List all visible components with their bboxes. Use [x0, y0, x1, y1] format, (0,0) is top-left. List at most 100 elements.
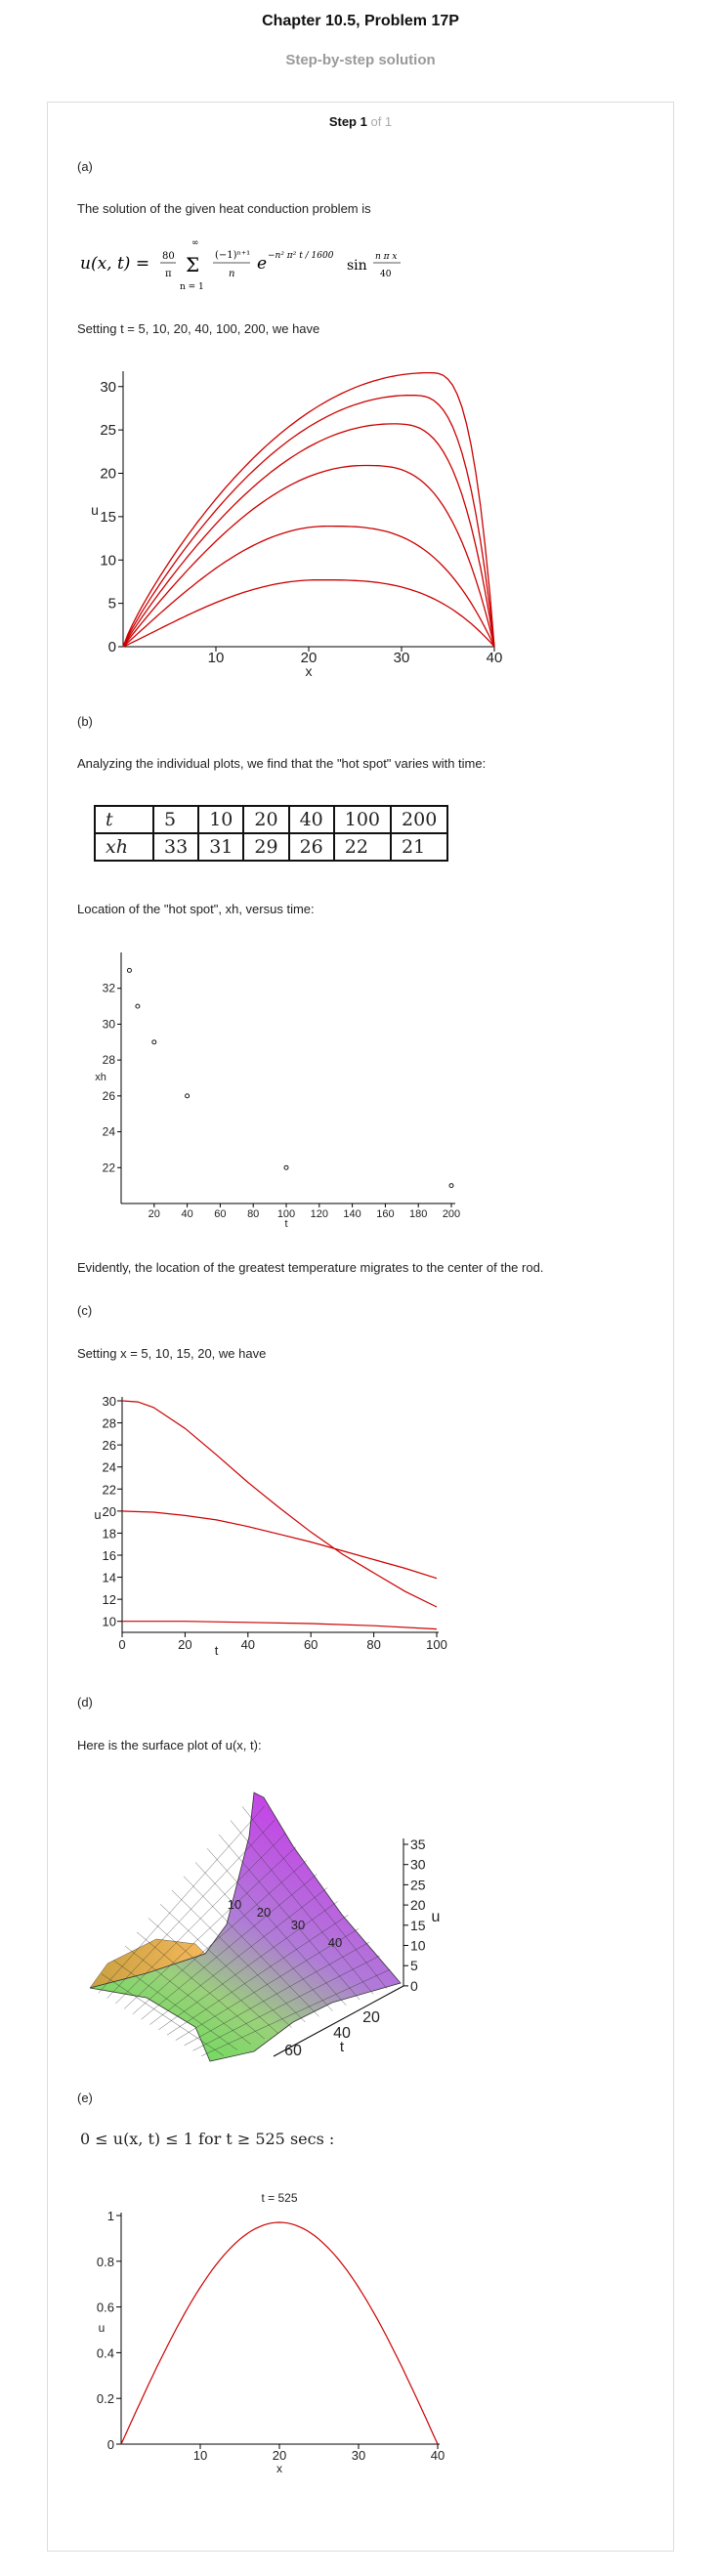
x-tick-label: 20	[273, 2448, 286, 2463]
x-axis-label: t	[215, 1643, 219, 1658]
table-cell: 26	[287, 832, 335, 862]
x-tick-label: 20	[148, 1208, 160, 1220]
z-axis-label: u	[432, 1909, 441, 1925]
y-tick-label: 1	[107, 2209, 114, 2223]
data-point	[185, 1093, 191, 1099]
y-axis-label: u	[94, 1507, 101, 1522]
table-row-t: t 5 10 20 40 100 200	[94, 805, 449, 834]
y-tick-label: 24	[103, 1125, 116, 1139]
chart-t-525: 10 20 30 40 0 0.2 0.4 0.6 0.8 1 x u t = 525	[97, 2191, 445, 2475]
part-c-label: (c)	[77, 1303, 93, 1318]
formula-sum-bottom: n = 1	[180, 282, 204, 292]
chart-xh-vs-t: 20 40 60 80 100 120 140 160 180 200 22 24 26 28 30 32 t x…	[95, 952, 460, 1230]
y-tick-label: 26	[103, 1089, 116, 1103]
x-tick-label: 30	[352, 2448, 365, 2463]
part-b-label: (b)	[77, 714, 93, 729]
mesh-line	[192, 1955, 380, 2051]
formula-sin-num: n π x	[375, 252, 398, 262]
x-tick-label: 140	[343, 1208, 360, 1220]
y-axis-label: xh	[95, 1072, 106, 1083]
y-tick-label: 18	[103, 1526, 116, 1541]
x-tick-label: 60	[214, 1208, 226, 1220]
part-b-location: Location of the "hot spot", xh, versus t…	[77, 902, 315, 916]
mesh-line	[158, 1901, 338, 2031]
z-tick-label: 25	[410, 1877, 426, 1892]
y-tick-label: 0.6	[97, 2301, 114, 2315]
y-tick-label: 22	[103, 1161, 116, 1174]
y-tick-label: 30	[103, 1017, 116, 1031]
table-cell: 200	[390, 805, 449, 834]
t-tick-label: 20	[362, 2009, 380, 2026]
formula-term-den: n	[229, 269, 234, 279]
data-point	[448, 1183, 454, 1189]
y-tick-label: 20	[103, 1504, 116, 1519]
surface-plot: 35 30 25 20 15 10 5 0 u 20 40 60 t 10 20 30 40	[89, 1792, 441, 2062]
y-tick-label: 0.2	[97, 2391, 114, 2406]
mesh-line	[175, 1928, 360, 2041]
mesh-line	[171, 1889, 306, 2023]
solution-formula: u(x, t) = 80 π ∞ Σ n = 1 (−1)ⁿ⁺¹ n e −n²…	[80, 238, 401, 292]
x-tick-label: 10	[228, 1897, 241, 1912]
t-tick-label: 40	[333, 2025, 351, 2042]
formula-coef-num: 80	[162, 251, 175, 262]
y-tick-label: 30	[103, 1394, 116, 1409]
table-cell: 22	[332, 832, 393, 862]
formula-coef-den: π	[165, 269, 172, 279]
table-header-xh: xh	[94, 832, 154, 862]
series-line-t200	[122, 579, 495, 648]
part-b-evidently: Evidently, the location of the greatest …	[77, 1260, 544, 1275]
x-tick-label: 160	[376, 1208, 394, 1220]
y-axis-label: u	[91, 502, 99, 518]
part-b-intro: Analyzing the individual plots, we find …	[77, 756, 487, 771]
formula-sin: sin	[347, 258, 367, 274]
x-tick-label: 180	[409, 1208, 427, 1220]
series-line-x5	[122, 1621, 438, 1630]
part-d-intro: Here is the surface plot of u(x, t):	[77, 1738, 262, 1753]
z-tick-label: 5	[410, 1958, 418, 1973]
y-tick-label: 20	[100, 466, 116, 483]
y-tick-label: 0	[107, 2437, 114, 2452]
x-tick-label: 40	[181, 1208, 192, 1220]
t-axis-label: t	[340, 2039, 345, 2055]
x-axis-label: x	[306, 663, 313, 679]
table-cell: 31	[197, 832, 245, 862]
table-cell: 100	[332, 805, 393, 834]
part-e-label: (e)	[77, 2090, 93, 2105]
table-cell: 29	[242, 832, 290, 862]
y-tick-label: 12	[103, 1592, 116, 1607]
x-tick-label: 0	[118, 1637, 125, 1652]
mesh-line	[166, 1915, 349, 2036]
hot-spot-table: t 5 10 20 40 100 200 xh 33 31 29 26 22 2…	[94, 805, 449, 862]
series-line-t40	[122, 464, 495, 648]
part-a-label: (a)	[77, 159, 93, 174]
x-tick-label: 100	[277, 1208, 295, 1220]
x-tick-label: 40	[431, 2448, 445, 2463]
x-tick-label: 80	[247, 1208, 259, 1220]
mesh-line	[241, 1806, 388, 1989]
table-cell: 20	[242, 805, 290, 834]
x-tick-label: 200	[443, 1208, 460, 1220]
table-cell: 10	[197, 805, 245, 834]
table-cell: 40	[287, 805, 335, 834]
t-axis	[273, 1985, 404, 2057]
part-e-statement: 0 ≤ u(x, t) ≤ 1 for t ≥ 525 secs :	[80, 2130, 335, 2148]
y-tick-label: 28	[103, 1416, 116, 1431]
y-tick-label: 10	[103, 1615, 116, 1629]
step-indicator: Step 1 of 1	[0, 114, 721, 129]
z-tick-label: 20	[410, 1897, 426, 1913]
x-tick-label: 10	[208, 650, 225, 666]
x-tick-label: 20	[257, 1905, 271, 1920]
x-tick-label: 40	[328, 1935, 342, 1950]
part-c-setting: Setting x = 5, 10, 15, 20, we have	[77, 1346, 267, 1361]
x-tick-label: 60	[304, 1637, 318, 1652]
y-axis-label: u	[99, 2321, 106, 2335]
formula-exponent: −n² π² t / 1600	[268, 251, 334, 261]
step-total: of 1	[370, 114, 393, 129]
y-tick-label: 10	[100, 552, 116, 569]
chart-title: t = 525	[261, 2191, 297, 2205]
solution-card	[47, 102, 674, 2552]
z-tick-label: 0	[410, 1978, 418, 1994]
y-tick-label: 5	[108, 596, 116, 612]
formula-exp-base: e	[257, 254, 267, 274]
chart-u-vs-x: 10 20 30 40 0 5 10 15 20 25 30 x u	[91, 371, 502, 679]
